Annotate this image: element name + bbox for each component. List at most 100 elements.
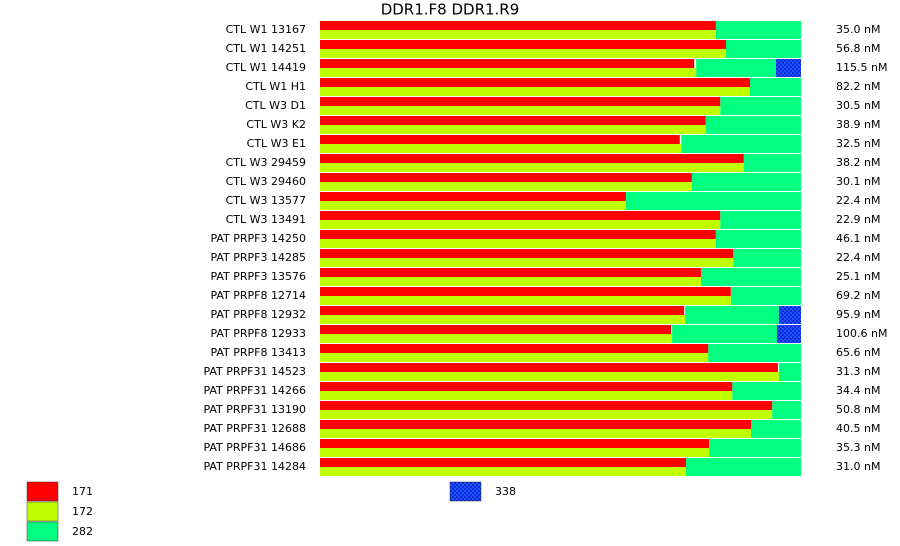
row-label: PAT PRPF8 13413 bbox=[210, 346, 306, 359]
bar-172 bbox=[320, 296, 731, 305]
bar-171 bbox=[320, 97, 721, 106]
bar-172 bbox=[320, 353, 709, 362]
legend-label: 172 bbox=[72, 505, 93, 518]
row-label: PAT PRPF8 12933 bbox=[210, 327, 306, 340]
bar-171 bbox=[320, 363, 778, 372]
concentration: 31.0 nM bbox=[836, 460, 880, 473]
row-label: CTL W1 14251 bbox=[226, 42, 306, 55]
bar-282 bbox=[686, 458, 801, 476]
row-label: CTL W3 E1 bbox=[247, 137, 306, 150]
concentration: 56.8 nM bbox=[836, 42, 880, 55]
row-label: PAT PRPF3 14250 bbox=[210, 232, 306, 245]
legend-swatch bbox=[26, 481, 59, 502]
bar-172 bbox=[320, 163, 744, 172]
concentration: 38.9 nM bbox=[836, 118, 880, 131]
concentration: 31.3 nM bbox=[836, 365, 880, 378]
bar-282 bbox=[750, 420, 801, 438]
bar-171 bbox=[320, 230, 716, 239]
concentration: 30.5 nM bbox=[836, 99, 880, 112]
bar-172 bbox=[320, 87, 751, 96]
concentration: 115.5 nM bbox=[836, 61, 887, 74]
bar-171 bbox=[320, 306, 685, 315]
bar-282 bbox=[733, 249, 801, 267]
bar-171 bbox=[320, 325, 672, 334]
bar-282 bbox=[720, 97, 801, 115]
legend-swatch bbox=[26, 521, 59, 542]
bar-172 bbox=[320, 410, 773, 419]
row-label: PAT PRPF31 13190 bbox=[203, 403, 306, 416]
bar-282 bbox=[750, 78, 801, 96]
bar-282 bbox=[709, 439, 801, 457]
bar-282 bbox=[705, 116, 801, 134]
legend-label: 282 bbox=[72, 525, 93, 538]
bar-172 bbox=[320, 220, 721, 229]
bar-171 bbox=[320, 116, 706, 125]
row-label: CTL W1 H1 bbox=[245, 80, 306, 93]
bar-171 bbox=[320, 458, 687, 467]
concentration: 38.2 nM bbox=[836, 156, 880, 169]
bar-282 bbox=[685, 306, 779, 324]
row-label: PAT PRPF31 14523 bbox=[203, 365, 306, 378]
concentration: 35.0 nM bbox=[836, 23, 880, 36]
bar-172 bbox=[320, 391, 733, 400]
concentration: 32.5 nM bbox=[836, 137, 880, 150]
bar-282 bbox=[715, 230, 801, 248]
concentration: 34.4 nM bbox=[836, 384, 880, 397]
bar-172 bbox=[320, 429, 751, 438]
row-label: CTL W3 D1 bbox=[245, 99, 306, 112]
concentration: 50.8 nM bbox=[836, 403, 880, 416]
bar-282 bbox=[778, 363, 801, 381]
bar-172 bbox=[320, 30, 716, 39]
legend-swatch bbox=[26, 501, 59, 522]
bar-172 bbox=[320, 239, 716, 248]
bar-282 bbox=[700, 268, 801, 286]
bar-282 bbox=[730, 287, 801, 305]
bar-171 bbox=[320, 40, 726, 49]
bar-282 bbox=[708, 344, 801, 362]
bar-172 bbox=[320, 372, 779, 381]
bar-338 bbox=[776, 325, 801, 343]
concentration: 46.1 nM bbox=[836, 232, 880, 245]
bar-171 bbox=[320, 192, 626, 201]
bar-171 bbox=[320, 344, 709, 353]
concentration: 82.2 nM bbox=[836, 80, 880, 93]
bar-171 bbox=[320, 382, 733, 391]
bar-282 bbox=[681, 135, 801, 153]
bar-171 bbox=[320, 59, 695, 68]
bar-171 bbox=[320, 268, 701, 277]
concentration: 22.4 nM bbox=[836, 194, 880, 207]
bar-282 bbox=[732, 382, 801, 400]
bar-338 bbox=[775, 59, 801, 77]
concentration: 69.2 nM bbox=[836, 289, 880, 302]
bar-171 bbox=[320, 249, 734, 258]
row-label: CTL W3 29459 bbox=[226, 156, 306, 169]
concentration: 35.3 nM bbox=[836, 441, 880, 454]
row-label: PAT PRPF31 12688 bbox=[203, 422, 306, 435]
row-label: PAT PRPF8 12932 bbox=[210, 308, 306, 321]
legend-swatch bbox=[449, 481, 482, 502]
bar-171 bbox=[320, 78, 751, 87]
concentration: 30.1 nM bbox=[836, 175, 880, 188]
bar-171 bbox=[320, 287, 731, 296]
legend-label: 171 bbox=[72, 485, 93, 498]
row-label: PAT PRPF3 14285 bbox=[210, 251, 306, 264]
bar-172 bbox=[320, 182, 692, 191]
bar-282 bbox=[772, 401, 801, 419]
row-label: PAT PRPF31 14686 bbox=[203, 441, 306, 454]
bar-171 bbox=[320, 401, 773, 410]
row-label: CTL W1 13167 bbox=[226, 23, 306, 36]
bar-171 bbox=[320, 173, 692, 182]
concentration: 95.9 nM bbox=[836, 308, 880, 321]
row-label: CTL W3 29460 bbox=[226, 175, 306, 188]
bar-282 bbox=[725, 40, 801, 58]
bar-282 bbox=[625, 192, 801, 210]
legend-label: 338 bbox=[495, 485, 516, 498]
bar-171 bbox=[320, 420, 751, 429]
row-label: PAT PRPF3 13576 bbox=[210, 270, 306, 283]
bar-172 bbox=[320, 277, 701, 286]
row-label: CTL W3 13577 bbox=[226, 194, 306, 207]
bar-172 bbox=[320, 125, 706, 134]
concentration: 22.9 nM bbox=[836, 213, 880, 226]
bar-172 bbox=[320, 144, 682, 153]
